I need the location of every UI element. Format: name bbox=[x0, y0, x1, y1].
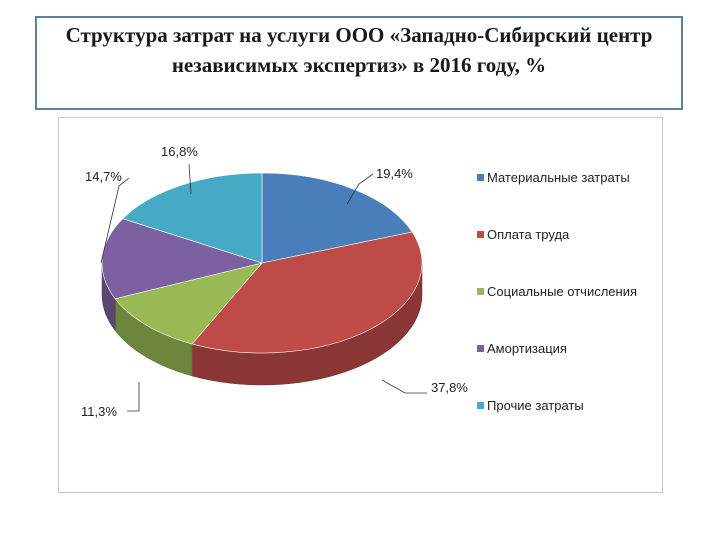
legend-label-1: Материальные затраты bbox=[487, 170, 630, 185]
pie-slice-3[interactable] bbox=[114, 262, 263, 345]
legend-swatch-5 bbox=[477, 402, 484, 409]
pie-slice-1[interactable] bbox=[261, 172, 413, 264]
leader-line-2 bbox=[381, 379, 427, 394]
legend-swatch-4 bbox=[477, 345, 484, 352]
leader-line-5 bbox=[188, 163, 192, 195]
title-box: Структура затрат на услуги ООО «Западно-… bbox=[35, 16, 683, 110]
pie-slice-5[interactable] bbox=[122, 172, 263, 264]
legend-label-4: Амортизация bbox=[487, 341, 567, 356]
leader-line-1 bbox=[346, 173, 374, 205]
data-label-3: 11,3% bbox=[81, 404, 117, 419]
data-label-4: 14,7% bbox=[85, 169, 122, 184]
chart-area: 19,4% 37,8% 11,3% 14,7% 16,8% Материальные з… bbox=[58, 117, 663, 493]
slide-title: Структура затрат на услуги ООО «Западно-… bbox=[65, 23, 653, 77]
legend-label-2: Оплата труда bbox=[487, 227, 570, 242]
data-label-2: 37,8% bbox=[431, 380, 468, 395]
legend-swatch-3 bbox=[477, 288, 484, 295]
leader-line-3 bbox=[127, 382, 140, 412]
legend-swatch-2 bbox=[477, 231, 484, 238]
legend-label-3: Социальные отчисления bbox=[487, 284, 637, 299]
pie-chart: 19,4% 37,8% 11,3% 14,7% 16,8% Материальные з… bbox=[81, 144, 637, 419]
legend-label-5: Прочие затраты bbox=[487, 398, 584, 413]
data-label-5: 16,8% bbox=[161, 144, 198, 159]
pie-slice-2[interactable] bbox=[191, 231, 423, 354]
legend-swatch-1 bbox=[477, 174, 484, 181]
leader-line-4 bbox=[100, 177, 130, 264]
data-label-1: 19,4% bbox=[376, 166, 413, 181]
